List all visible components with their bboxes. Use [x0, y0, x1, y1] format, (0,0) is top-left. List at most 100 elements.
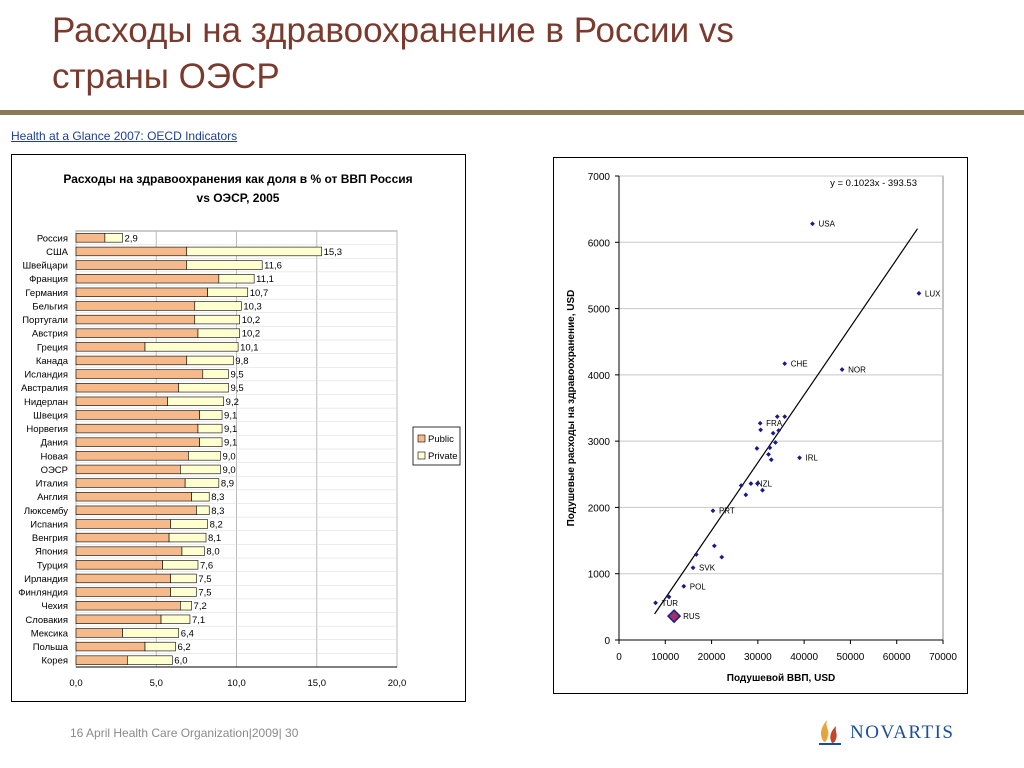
bar-category-label: Венгрия — [32, 533, 68, 544]
scatter-point-label: PRT — [719, 507, 735, 516]
scatter-point — [710, 508, 716, 514]
bar-private — [162, 560, 199, 570]
bar-public — [75, 641, 146, 652]
slide-title-line1: Расходы на здравоохранение в России vs — [52, 11, 734, 50]
bar-private — [122, 628, 180, 638]
bar-private — [191, 492, 210, 502]
bar-category-label: Канада — [36, 356, 69, 367]
scatter-point — [776, 428, 782, 433]
scatter-point-label: NOR — [848, 366, 866, 375]
bar-total-label: 10,2 — [242, 315, 261, 326]
bar-private — [194, 314, 241, 325]
scatter-point — [767, 445, 773, 451]
scatter-point — [768, 457, 774, 463]
bar-private — [170, 587, 197, 597]
scatter-point — [754, 481, 760, 486]
scatter-point — [839, 367, 845, 372]
bar-category-label: Нидерлан — [24, 397, 68, 408]
slide-title: Расходы на здравоохранение в России vs с… — [52, 8, 992, 100]
scatter-point — [782, 414, 788, 420]
scatter-x-tick-label: 50000 — [837, 652, 865, 663]
bar-total-label: 9,1 — [224, 410, 237, 421]
bar-category-label: Люксембу — [24, 506, 68, 517]
bar-private — [196, 505, 210, 515]
scatter-point — [754, 446, 760, 451]
bar-public — [75, 396, 168, 406]
scatter-x-tick-label: 30000 — [744, 652, 772, 663]
bar-category-label: Португали — [22, 315, 68, 326]
bar-private — [186, 355, 234, 366]
scatter-x-tick-label: 0 — [616, 652, 622, 663]
scatter-point — [916, 290, 922, 296]
scatter-x-tick-label: 20000 — [698, 652, 726, 663]
bar-private — [197, 423, 223, 434]
scatter-x-tick-label: 70000 — [929, 652, 957, 663]
bar-private — [199, 437, 223, 447]
scatter-y-tick-label: 0 — [604, 636, 610, 647]
bar-private — [202, 369, 229, 379]
bar-private — [178, 383, 229, 393]
bar-total-label: 8,9 — [221, 479, 234, 490]
bar-public — [75, 601, 181, 611]
bar-private — [186, 260, 263, 270]
scatter-point — [743, 492, 749, 498]
scatter-x-tick-label: 40000 — [790, 652, 818, 663]
bar-public — [75, 573, 171, 584]
scatter-y-tick-label: 6000 — [588, 238, 611, 249]
bar-total-label: 9,5 — [230, 370, 243, 381]
bar-private — [144, 641, 176, 652]
bar-public — [75, 274, 220, 284]
scatter-point — [770, 430, 776, 436]
legend-label-private: Private — [428, 451, 458, 462]
source-link[interactable]: Health at a Glance 2007: OECD Indicators — [11, 129, 238, 143]
bar-public — [75, 655, 128, 665]
bar-total-label: 10,3 — [243, 301, 262, 312]
slide-title-line2: страны ОЭСР — [52, 57, 280, 96]
bar-category-label: Австрия — [32, 329, 68, 340]
bar-private — [181, 546, 205, 556]
bar-category-label: Россия — [37, 233, 68, 244]
bar-private — [218, 274, 255, 284]
bar-category-label: Мексика — [31, 628, 69, 639]
bar-total-label: 6,4 — [181, 628, 194, 639]
bar-public — [75, 628, 123, 638]
scatter-y-tick-label: 1000 — [588, 570, 611, 581]
bar-public — [75, 587, 171, 597]
bar-public — [75, 546, 183, 556]
legend-label-public: Public — [428, 434, 454, 445]
scatter-y-tick-label: 2000 — [588, 503, 611, 514]
scatter-point-highlight — [667, 609, 682, 624]
bar-private — [160, 614, 191, 624]
bar-public — [75, 328, 199, 338]
bar-category-label: Чехия — [41, 601, 68, 612]
bar-total-label: 8,0 — [206, 547, 219, 558]
bar-x-tick-label: 15,0 — [308, 678, 327, 689]
bar-category-label: Исландия — [24, 370, 68, 381]
bar-x-tick-label: 10,0 — [227, 678, 246, 689]
bar-total-label: 6,2 — [178, 642, 191, 653]
bar-category-label: Германия — [25, 288, 68, 299]
bar-category-label: Япония — [35, 547, 68, 558]
bar-category-label: Ирландия — [24, 574, 68, 585]
bar-public — [75, 301, 196, 311]
scatter-x-axis-title: Подушевой ВВП, USD — [727, 673, 835, 684]
bar-total-label: 11,6 — [264, 261, 282, 272]
bar-total-label: 8,2 — [210, 519, 223, 530]
bar-chart-panel: Расходы на здравоохранения как доля в % … — [11, 154, 466, 702]
bar-public — [75, 560, 163, 570]
scatter-point-label: SVK — [699, 564, 716, 573]
bar-chart-title-line2: vs ОЭСР, 2005 — [197, 191, 280, 205]
bar-x-tick-label: 5,0 — [150, 678, 163, 689]
scatter-y-tick-label: 3000 — [588, 437, 611, 448]
bar-public — [75, 260, 188, 270]
bar-category-label: США — [46, 247, 69, 258]
bar-private — [207, 287, 249, 297]
bar-total-label: 7,6 — [200, 560, 213, 571]
scatter-x-tick-label: 10000 — [651, 652, 679, 663]
bar-total-label: 10,2 — [242, 329, 261, 340]
bar-private — [167, 396, 224, 406]
scatter-point — [782, 361, 788, 366]
bar-category-label: Англия — [37, 492, 68, 503]
bar-category-label: Италия — [36, 479, 68, 490]
